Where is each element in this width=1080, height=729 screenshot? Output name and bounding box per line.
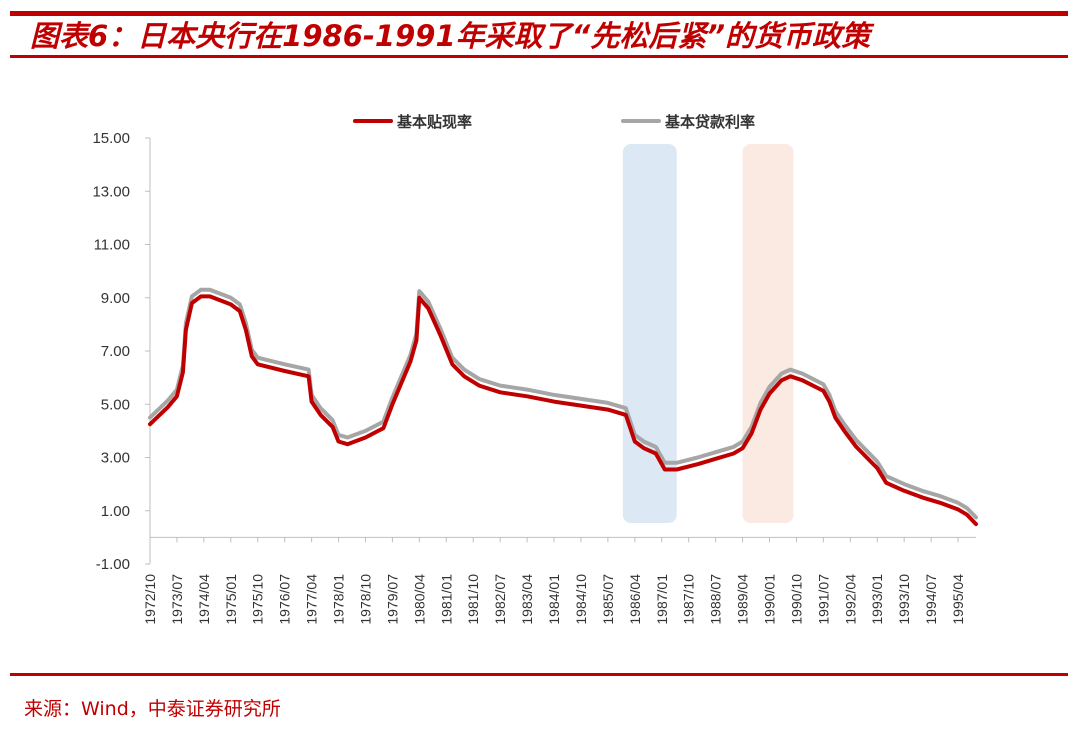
legend-label-2: 基本贷款利率: [664, 113, 755, 131]
bottom-rule: [10, 673, 1068, 676]
x-tick-label: 1985/07: [600, 574, 616, 625]
x-tick-label: 1986/04: [627, 574, 643, 625]
top-rule: [10, 11, 1068, 16]
x-tick-label: 1976/07: [277, 574, 293, 625]
x-tick-label: 1975/10: [250, 574, 266, 625]
y-tick-label: 15.00: [92, 130, 130, 147]
x-tick-label: 1994/07: [923, 574, 939, 625]
x-tick-label: 1987/10: [681, 574, 697, 625]
x-tick-label: 1977/04: [304, 574, 320, 625]
x-tick-label: 1990/01: [762, 574, 778, 625]
x-tick-label: 1990/10: [788, 574, 804, 625]
x-tick-label: 1982/07: [492, 574, 508, 625]
x-tick-label: 1993/01: [869, 574, 885, 625]
y-tick-label: 1.00: [101, 503, 130, 520]
x-tick-label: 1993/10: [896, 574, 912, 625]
x-tick-label: 1984/10: [573, 574, 589, 625]
x-tick-label: 1979/07: [384, 574, 400, 625]
y-tick-label: 7.00: [101, 343, 130, 360]
y-tick-label: 5.00: [101, 396, 130, 413]
source-note: 来源：Wind，中泰证券研究所: [24, 698, 281, 720]
x-tick-label: 1995/04: [950, 574, 966, 625]
x-axis-ticks: 1972/10 1973/07 1974/04 1975/01 1975/10 1976/…: [142, 537, 966, 625]
x-tick-label: 1991/07: [815, 574, 831, 625]
x-tick-label: 1992/04: [842, 574, 858, 625]
highlight-band-2: [742, 144, 794, 523]
x-tick-label: 1981/01: [438, 574, 454, 625]
x-tick-label: 1980/04: [411, 574, 427, 625]
y-tick-label: 11.00: [94, 237, 130, 254]
x-tick-label: 1975/01: [223, 574, 239, 625]
x-tick-label: 1972/10: [142, 574, 158, 625]
y-tick-label: 9.00: [101, 290, 130, 307]
y-axis-ticks: 15.00 13.00 11.00 9.00 7.00 5.00 3.00 1.00 -1.00: [92, 130, 150, 573]
axes: [149, 138, 976, 564]
x-tick-label: 1988/07: [708, 574, 724, 625]
x-tick-label: 1983/04: [519, 574, 535, 625]
title-rule: [10, 55, 1068, 58]
x-tick-label: 1984/01: [546, 574, 562, 625]
x-tick-label: 1978/10: [357, 574, 373, 625]
x-tick-label: 1989/04: [735, 574, 751, 625]
highlight-bands: [622, 144, 794, 523]
legend-label-1: 基本贴现率: [396, 113, 472, 131]
y-tick-label: -1.00: [96, 556, 130, 573]
legend: 基本贴现率 基本贷款利率: [353, 113, 755, 131]
x-tick-label: 1981/10: [465, 574, 481, 625]
chart-title: 图表6：日本央行在1986-1991年采取了“先松后紧”的货币政策: [30, 19, 870, 53]
x-tick-label: 1978/01: [331, 574, 347, 625]
x-tick-label: 1974/04: [196, 574, 212, 625]
highlight-band-1: [622, 144, 677, 523]
series-line-1: [148, 294, 978, 527]
y-tick-label: 13.00: [92, 183, 130, 200]
series-lines: [148, 287, 978, 527]
y-tick-label: 3.00: [101, 450, 130, 467]
x-tick-label: 1987/01: [654, 574, 670, 625]
x-tick-label: 1973/07: [169, 574, 185, 625]
